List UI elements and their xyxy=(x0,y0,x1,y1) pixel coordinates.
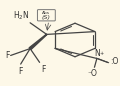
Text: F: F xyxy=(6,51,10,60)
Text: +: + xyxy=(100,51,104,56)
Text: N: N xyxy=(94,49,100,58)
Text: (S): (S) xyxy=(42,15,51,20)
Text: H$_2$N: H$_2$N xyxy=(13,10,30,22)
Text: F: F xyxy=(41,64,45,74)
Polygon shape xyxy=(29,34,47,49)
FancyBboxPatch shape xyxy=(37,10,55,21)
Text: Abs: Abs xyxy=(42,11,50,15)
Text: ⁻O: ⁻O xyxy=(88,69,98,78)
Text: F: F xyxy=(18,67,23,76)
Text: :O: :O xyxy=(110,57,118,66)
